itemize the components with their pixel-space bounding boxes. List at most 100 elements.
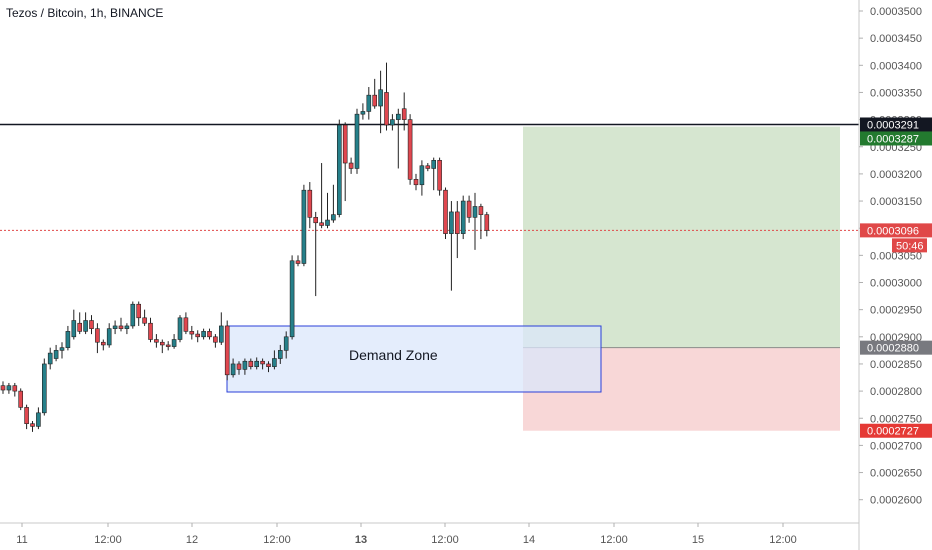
candle xyxy=(407,114,413,185)
candle xyxy=(207,328,212,340)
candle-body xyxy=(384,92,389,126)
entry-price-badge: 0.0002880 xyxy=(867,343,919,355)
candle xyxy=(289,255,295,340)
candle xyxy=(71,309,77,340)
time-tick-label: 13 xyxy=(355,534,367,546)
candle xyxy=(484,211,490,237)
demand-zone-label: Demand Zone xyxy=(349,347,438,363)
candle xyxy=(272,350,277,370)
candle-body xyxy=(348,162,354,169)
candle-body xyxy=(449,211,454,234)
candle-body xyxy=(342,124,348,164)
candle xyxy=(148,317,153,343)
candle xyxy=(348,157,354,174)
resistance-price-badge-bg xyxy=(860,117,932,132)
candle-body xyxy=(336,124,342,215)
candle xyxy=(219,312,224,345)
time-tick-label: 12:00 xyxy=(431,534,459,546)
candle xyxy=(183,312,189,335)
candle xyxy=(366,87,372,120)
candle xyxy=(101,339,106,351)
candle xyxy=(313,211,319,297)
candle xyxy=(136,301,141,326)
candle xyxy=(195,330,200,343)
candle xyxy=(466,195,472,223)
candle xyxy=(124,323,130,335)
candle xyxy=(390,114,395,131)
candle-body xyxy=(484,214,490,231)
candle xyxy=(160,339,165,354)
candle-body xyxy=(443,189,448,234)
candle xyxy=(425,163,431,172)
candle xyxy=(248,358,254,370)
price-tick-label: 0.0003000 xyxy=(870,278,922,290)
candle xyxy=(112,320,118,335)
candle-body xyxy=(189,331,195,335)
candle-body xyxy=(260,360,265,365)
candle-body xyxy=(437,160,442,191)
stop-loss-badge: 0.0002727 xyxy=(867,426,919,438)
candle xyxy=(413,173,419,191)
price-tick-label: 0.0002750 xyxy=(870,413,922,425)
candle-body xyxy=(47,352,53,365)
candle xyxy=(224,320,230,381)
time-tick-label: 15 xyxy=(692,534,704,546)
candle xyxy=(331,184,336,223)
candle xyxy=(342,122,348,202)
take-profit-badge-bg xyxy=(860,131,932,146)
price-tick-label: 0.0002600 xyxy=(870,495,922,507)
candle-body xyxy=(24,407,29,424)
candle-body xyxy=(319,222,324,226)
candle-body xyxy=(201,331,206,338)
candle-body xyxy=(89,320,94,329)
candle-body xyxy=(219,325,224,343)
candle-body xyxy=(224,325,230,376)
candle xyxy=(41,358,47,416)
candle xyxy=(478,203,484,240)
demand-zone-box[interactable] xyxy=(226,325,602,393)
candle xyxy=(419,160,425,196)
candle-body xyxy=(0,385,6,391)
time-tick-label: 14 xyxy=(523,534,535,546)
candle-body xyxy=(325,219,330,226)
candle xyxy=(266,361,271,373)
candle-body xyxy=(460,200,466,234)
candle xyxy=(378,70,383,134)
candle xyxy=(460,195,466,240)
countdown-badge: 50:46 xyxy=(896,240,924,252)
candle xyxy=(154,334,159,348)
candle-body xyxy=(466,200,472,218)
candle-body xyxy=(65,331,71,348)
time-tick-label: 12:00 xyxy=(600,534,628,546)
candle xyxy=(260,358,265,370)
candle-body xyxy=(236,363,242,370)
candle xyxy=(24,404,29,430)
candle-body xyxy=(360,111,366,115)
candle xyxy=(18,388,24,411)
candle xyxy=(283,331,289,359)
candle-body xyxy=(395,113,401,120)
candle-body xyxy=(160,341,165,346)
candle-body xyxy=(419,165,425,186)
price-tick-label: 0.0003450 xyxy=(870,33,922,45)
candle-body xyxy=(272,358,277,367)
candle xyxy=(336,119,342,218)
candle-body xyxy=(248,360,254,367)
candle-body xyxy=(18,390,24,408)
stop-loss-badge-bg xyxy=(860,423,932,438)
candle-body xyxy=(177,317,183,340)
candle xyxy=(189,325,195,340)
time-tick-label: 12:00 xyxy=(263,534,291,546)
candle-body xyxy=(130,303,136,327)
candle-body xyxy=(112,325,118,329)
candle xyxy=(230,358,236,378)
price-tick-label: 0.0002800 xyxy=(870,386,922,398)
candle xyxy=(59,342,65,359)
candle xyxy=(449,201,454,291)
candle xyxy=(360,103,366,120)
candle-body xyxy=(207,331,212,338)
candle xyxy=(0,381,6,394)
candle-body xyxy=(53,350,59,359)
candle-body xyxy=(136,303,141,319)
